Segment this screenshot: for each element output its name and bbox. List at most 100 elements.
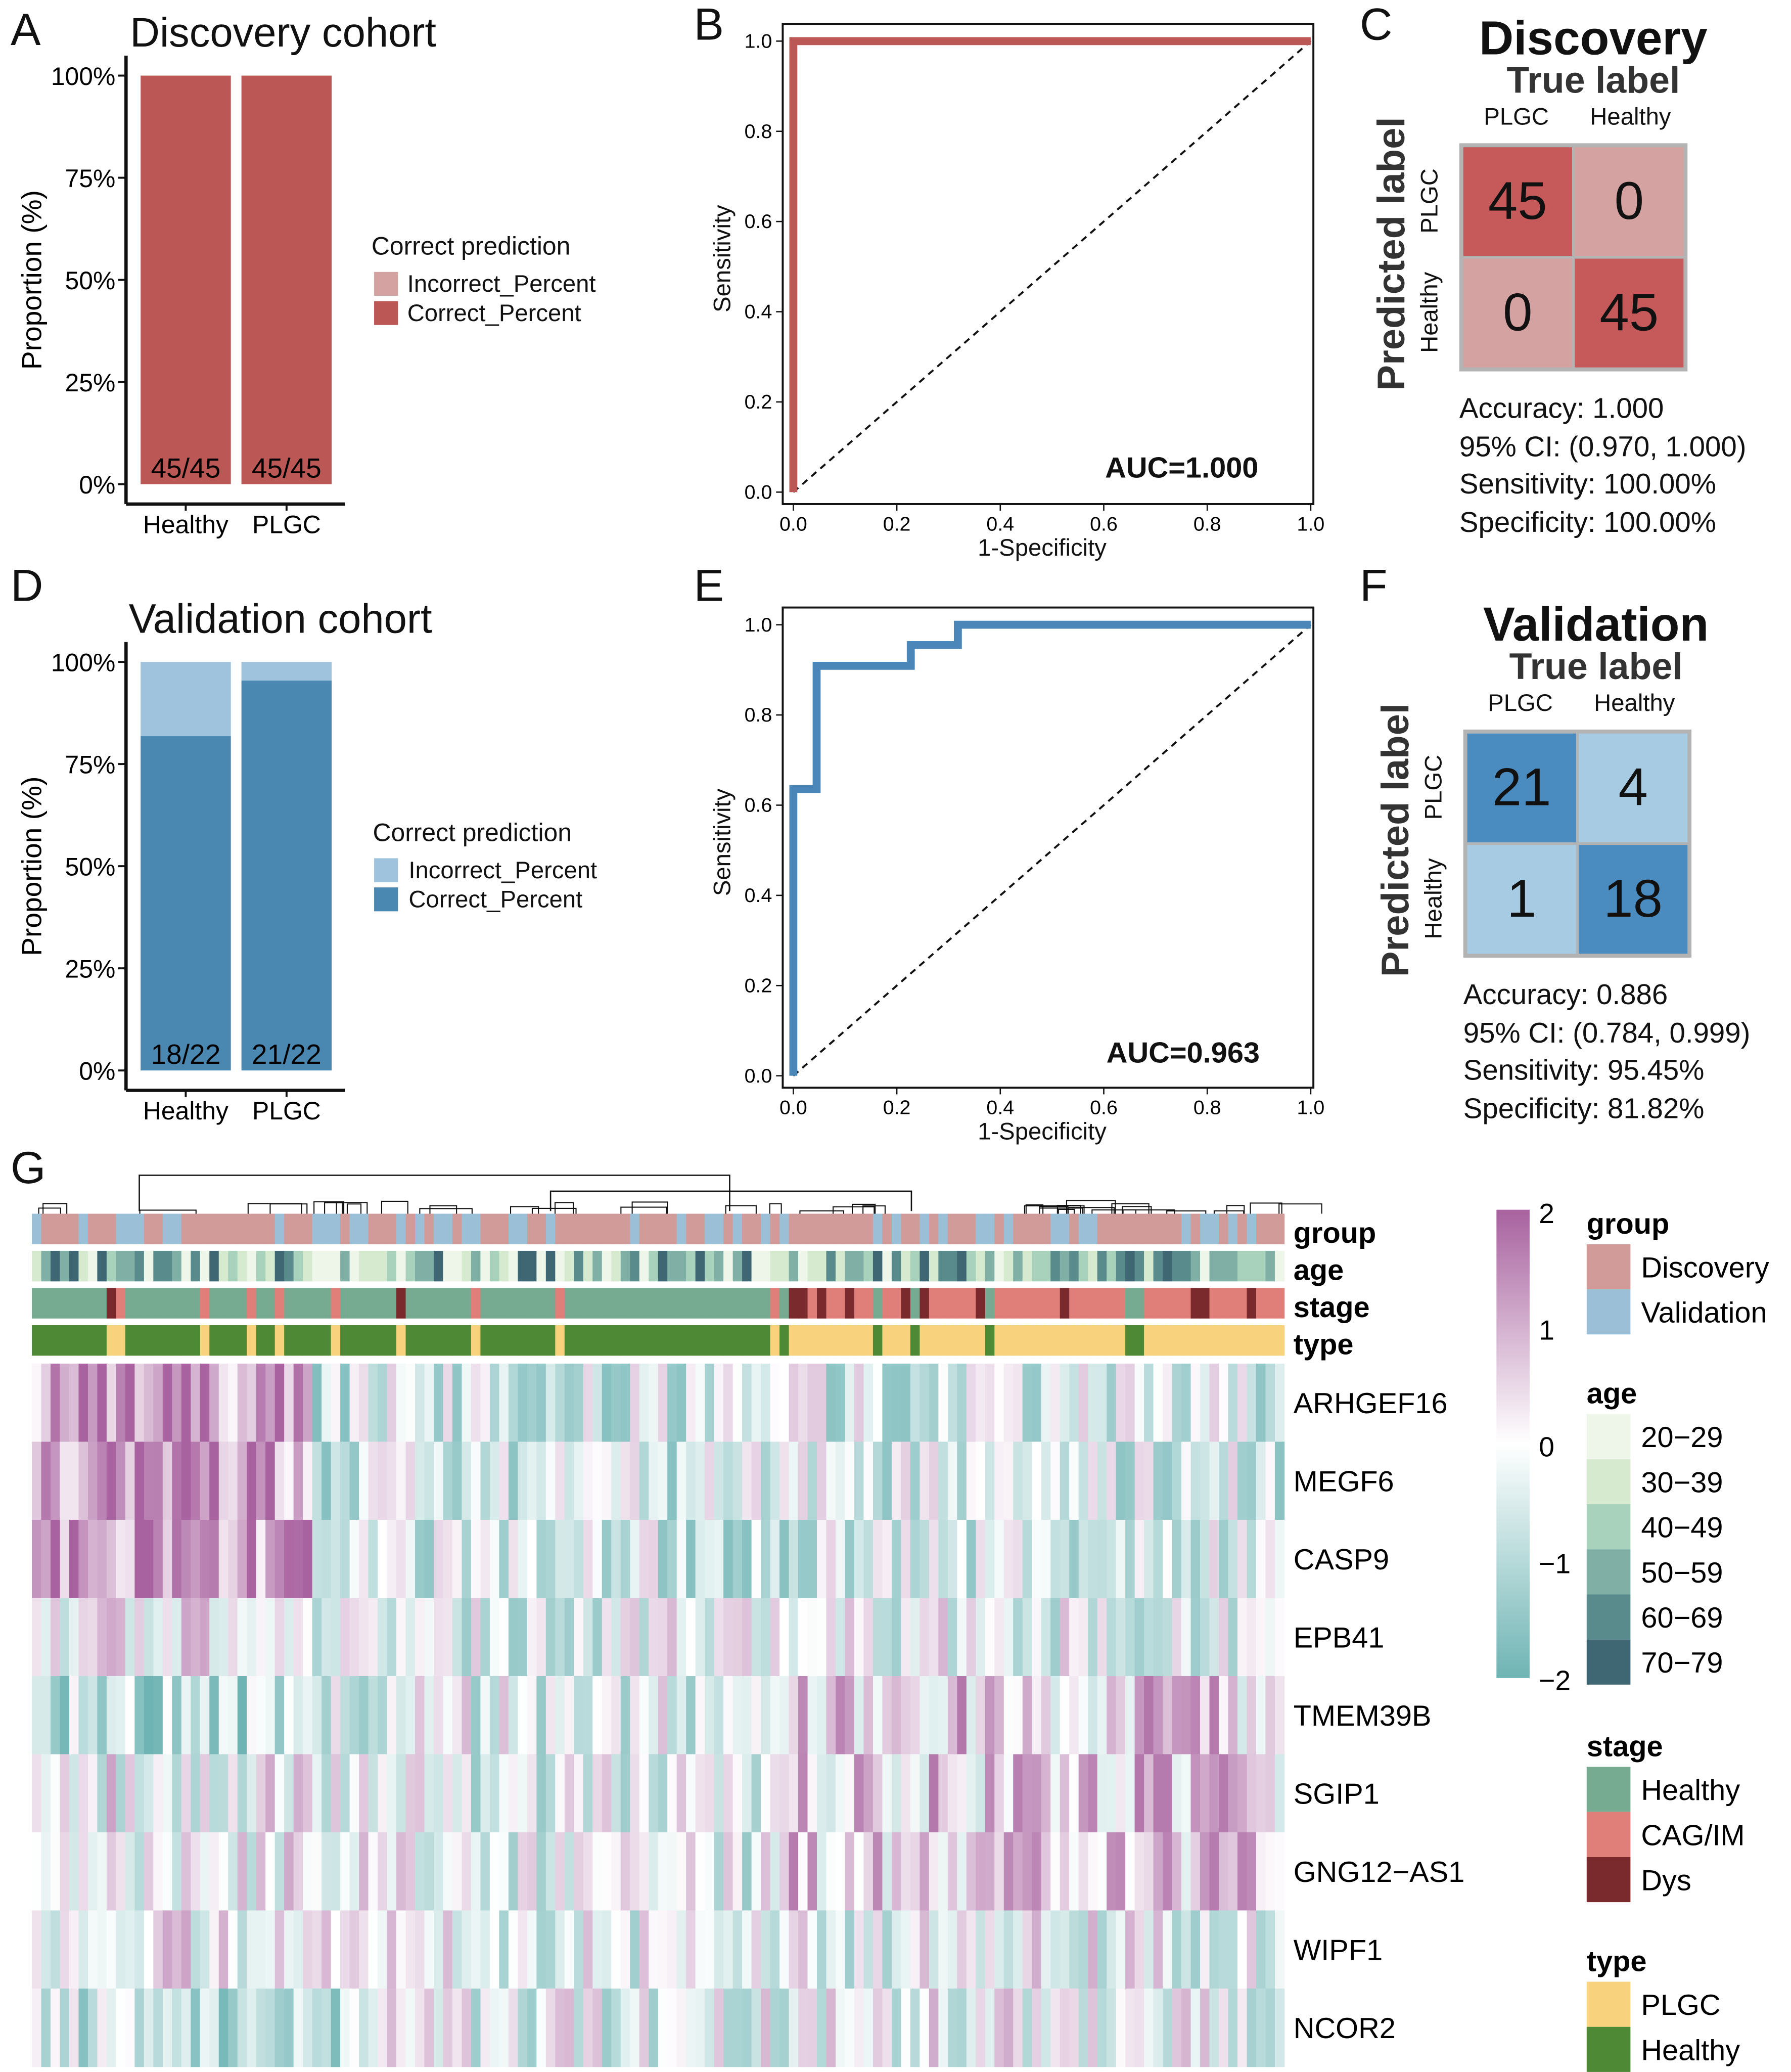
heatmap-cell — [620, 1754, 631, 1833]
heatmap-cell — [976, 1988, 986, 2067]
heatmap-cell — [134, 1598, 145, 1677]
heatmap-cell — [1274, 1676, 1285, 1755]
heatmap-cell — [583, 1363, 593, 1443]
legend-swatch-incorrect — [374, 858, 398, 882]
legend-incorrect-d: Incorrect_Percent — [408, 857, 598, 884]
annotation-cell-stage — [1050, 1288, 1061, 1319]
heatmap-cell — [817, 1519, 827, 1599]
xlabel-e: 1-Specificity — [978, 1118, 1107, 1145]
bar-correct — [141, 75, 231, 484]
heatmap-cell — [1144, 1754, 1154, 1833]
annotation-cell-group — [826, 1213, 836, 1244]
heatmap-cell — [602, 1519, 612, 1599]
annotation-cell-stage — [1181, 1288, 1191, 1319]
heatmap-cell — [891, 1519, 902, 1599]
heatmap-cell — [1125, 1832, 1135, 1911]
annotation-cell-type — [826, 1325, 836, 1356]
heatmap-cell — [31, 1832, 42, 1911]
heatmap-cell — [60, 1910, 70, 1989]
heatmap-cell — [424, 1832, 434, 1911]
heatmap-cell — [31, 1988, 42, 2067]
annotation-cell-type — [1041, 1325, 1051, 1356]
heatmap-cell — [686, 1754, 696, 1833]
heatmap-cell — [1265, 1442, 1275, 1520]
heatmap-cell — [162, 1988, 173, 2067]
heatmap-cell — [574, 1988, 584, 2067]
annotation-cell-group — [564, 1213, 575, 1244]
heatmap-cell — [87, 1832, 98, 1911]
annotation-cell-group — [658, 1213, 668, 1244]
annotation-cell-stage — [1003, 1288, 1014, 1319]
annotation-cell-group — [452, 1213, 463, 1244]
heatmap-cell — [901, 1754, 911, 1833]
heatmap-cell — [172, 1519, 182, 1599]
heatmap-cell — [303, 1832, 313, 1911]
heatmap-cell — [891, 1676, 902, 1755]
annotation-cell-age — [50, 1250, 61, 1282]
annotation-cell-type — [732, 1325, 743, 1356]
annotation-cell-group — [920, 1213, 930, 1244]
annotation-cell-group — [891, 1213, 902, 1244]
heatmap-cell — [312, 1910, 322, 1989]
heatmap-cell — [770, 1988, 780, 2067]
heatmap-cell — [1088, 1910, 1098, 1989]
heatmap-cell — [826, 1988, 836, 2067]
annotation-cell-group — [667, 1213, 677, 1244]
dendrogram-branch — [1213, 1210, 1245, 1214]
heatmap-cell — [284, 1598, 294, 1677]
heatmap-cell — [312, 1988, 322, 2067]
annotation-cell-type — [293, 1325, 303, 1356]
heatmap-cell — [1097, 1988, 1107, 2067]
annotation-cell-age — [518, 1250, 528, 1282]
heatmap-cell — [798, 1598, 808, 1677]
annotation-cell-stage — [845, 1288, 855, 1319]
annotation-cell-group — [545, 1213, 556, 1244]
heatmap-cell — [583, 1832, 593, 1911]
heatmap-cell — [779, 1832, 790, 1911]
annotation-cell-age — [396, 1250, 406, 1282]
annotation-cell-age — [1265, 1250, 1275, 1282]
heatmap-cell — [303, 1988, 313, 2067]
heatmap-cell — [191, 1442, 201, 1520]
heatmap-cell — [1228, 1676, 1238, 1755]
heatmap-cell — [1013, 1754, 1023, 1833]
heatmap-cell — [611, 1598, 621, 1677]
annotation-cell-group — [218, 1213, 229, 1244]
heatmap-cell — [368, 1363, 378, 1443]
heatmap-cell — [742, 1442, 752, 1520]
y-tick-label: 1.0 — [745, 30, 772, 52]
heatmap-cell — [218, 1754, 229, 1833]
annotation-cell-group — [349, 1213, 359, 1244]
annotation-cell-type — [976, 1325, 986, 1356]
heatmap-cell — [378, 1363, 388, 1443]
annotation-cell-age — [349, 1250, 359, 1282]
heatmap-cell — [807, 1832, 817, 1911]
heatmap-cell — [433, 1676, 444, 1755]
heatmap-cell — [1060, 1598, 1070, 1677]
annotation-cell-stage — [751, 1288, 761, 1319]
heatmap-cell — [50, 1832, 61, 1911]
heatmap-cell — [1060, 1519, 1070, 1599]
heatmap-cell — [172, 1988, 182, 2067]
annotation-cell-group — [985, 1213, 995, 1244]
heatmap-cell — [134, 1676, 145, 1755]
annotation-cell-type — [405, 1325, 416, 1356]
heatmap-cell — [1209, 1519, 1219, 1599]
heatmap-cell — [359, 1363, 369, 1443]
heatmap-cell — [228, 1363, 238, 1443]
cm-f-stat: 95% CI: (0.784, 0.999) — [1463, 1017, 1751, 1049]
heatmap-cell — [639, 1676, 650, 1755]
annotation-cell-type — [1144, 1325, 1154, 1356]
annotation-cell-stage — [359, 1288, 369, 1319]
heatmap-cell — [396, 1363, 406, 1443]
annotation-cell-type — [527, 1325, 537, 1356]
dendrogram-branch — [1025, 1204, 1044, 1214]
annotation-cell-group — [191, 1213, 201, 1244]
annotation-cell-group — [387, 1213, 397, 1244]
heatmap-cell — [387, 1598, 397, 1677]
heatmap-cell — [1032, 1988, 1042, 2067]
heatmap-cell — [1237, 1598, 1248, 1677]
color-bar — [1496, 1209, 1530, 1678]
heatmap-cell — [1256, 1754, 1266, 1833]
heatmap-cell — [705, 1519, 715, 1599]
